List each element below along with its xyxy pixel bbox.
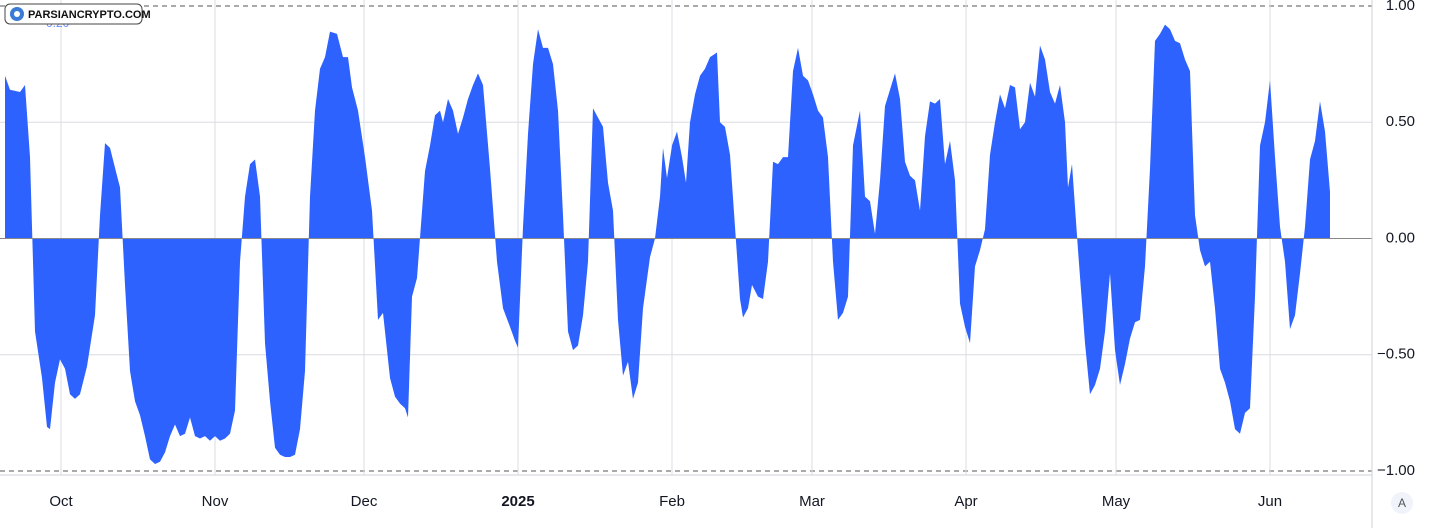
watermark-text: PARSIANCRYPTO.COM xyxy=(28,9,151,21)
y-tick-label: 0.50 xyxy=(1386,113,1415,130)
y-tick-label: −1.00 xyxy=(1377,462,1415,479)
area xyxy=(5,24,1330,465)
x-tick-label: Mar xyxy=(799,493,825,510)
x-tick-label: 2025 xyxy=(501,493,534,510)
y-tick-label: 1.00 xyxy=(1386,0,1415,14)
x-tick-label: Nov xyxy=(202,493,229,510)
plot xyxy=(0,24,1372,465)
x-tick-label: Apr xyxy=(954,493,977,510)
scale-button[interactable] xyxy=(1391,492,1413,514)
y-tick-label: 0.00 xyxy=(1386,229,1415,246)
x-tick-label: Oct xyxy=(49,493,73,510)
x-tick-label: May xyxy=(1102,493,1131,510)
scale-button-label[interactable]: A xyxy=(1398,496,1406,510)
watermark: PARSIANCRYPTO.COM xyxy=(4,3,151,25)
y-tick-label: −0.50 xyxy=(1377,346,1415,363)
x-tick-label: Feb xyxy=(659,493,685,510)
x-tick-label: Dec xyxy=(351,493,378,510)
x-tick-label: Jun xyxy=(1258,493,1282,510)
